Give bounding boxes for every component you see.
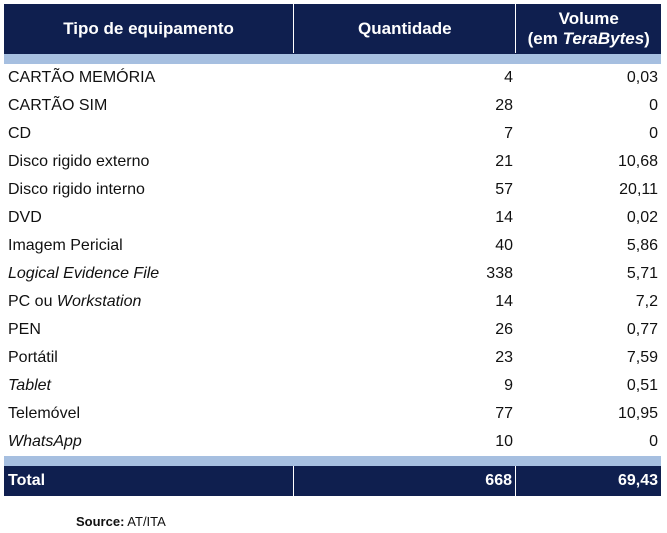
table-row: Disco rigido interno 57 20,11 <box>4 176 661 204</box>
cell-quantidade: 57 <box>495 181 513 198</box>
cell-tipo: PC ou Workstation <box>8 293 142 310</box>
cell-volume: 0,77 <box>626 321 658 338</box>
table-row: Telemóvel 77 10,95 <box>4 400 661 428</box>
cell-tipo: Disco rigido externo <box>8 153 150 170</box>
total-qty: 668 <box>294 466 516 496</box>
total-label: Total <box>4 466 294 496</box>
cell-quantidade: 9 <box>504 377 513 394</box>
table-body: CARTÃO MEMÓRIA 4 0,03 CARTÃO SIM 28 0 CD 7 0 Disc… <box>4 64 661 456</box>
cell-quantidade: 77 <box>495 405 513 422</box>
cell-volume: 5,71 <box>626 265 658 282</box>
table-row: Imagem Pericial 40 5,86 <box>4 232 661 260</box>
cell-quantidade: 338 <box>486 265 513 282</box>
footer-stripe <box>4 456 661 466</box>
cell-tipo: Portátil <box>8 349 58 366</box>
header-volume-line1: Volume <box>558 8 619 28</box>
source-text: AT/ITA <box>124 514 166 529</box>
cell-tipo: Tablet <box>8 377 51 394</box>
header-tipo: Tipo de equipamento <box>4 4 295 53</box>
cell-tipo: Disco rigido interno <box>8 181 145 198</box>
cell-tipo: DVD <box>8 209 42 226</box>
cell-quantidade: 21 <box>495 153 513 170</box>
cell-volume: 7,2 <box>635 293 658 310</box>
cell-volume: 0,03 <box>626 69 658 86</box>
source-label: Source: <box>76 514 125 529</box>
cell-tipo: WhatsApp <box>8 433 82 450</box>
table-row: WhatsApp 10 0 <box>4 428 661 456</box>
table-row: Portátil 23 7,59 <box>4 344 661 372</box>
header-quantidade: Quantidade <box>294 4 517 53</box>
cell-quantidade: 7 <box>504 125 513 142</box>
table-row: Disco rigido externo 21 10,68 <box>4 148 661 176</box>
table-row: Logical Evidence File 338 5,71 <box>4 260 661 288</box>
table-row: PEN 26 0,77 <box>4 316 661 344</box>
cell-quantidade: 23 <box>495 349 513 366</box>
cell-volume: 7,59 <box>626 349 658 366</box>
header-stripe <box>4 54 661 64</box>
equipment-table: Tipo de equipamento Quantidade Volume (e… <box>4 4 661 496</box>
cell-volume: 0,02 <box>626 209 658 226</box>
cell-quantidade: 14 <box>495 209 513 226</box>
cell-volume: 10,95 <box>617 405 658 422</box>
cell-volume: 0,51 <box>626 377 658 394</box>
cell-quantidade: 10 <box>495 433 513 450</box>
cell-tipo: PEN <box>8 321 41 338</box>
cell-volume: 10,68 <box>617 153 658 170</box>
table-row: CARTÃO SIM 28 0 <box>4 92 661 120</box>
cell-quantidade: 40 <box>495 237 513 254</box>
table-row: CARTÃO MEMÓRIA 4 0,03 <box>4 64 661 92</box>
header-volume-line2: (em TeraBytes) <box>527 28 650 48</box>
cell-quantidade: 14 <box>495 293 513 310</box>
cell-quantidade: 26 <box>495 321 513 338</box>
cell-tipo: CARTÃO SIM <box>8 97 108 114</box>
cell-tipo: Imagem Pericial <box>8 237 123 254</box>
header-volume: Volume (em TeraBytes) <box>516 4 661 53</box>
total-row: Total 668 69,43 <box>4 466 661 496</box>
table-row: CD 7 0 <box>4 120 661 148</box>
table-header: Tipo de equipamento Quantidade Volume (e… <box>4 4 661 54</box>
cell-tipo: Telemóvel <box>8 405 81 422</box>
cell-quantidade: 28 <box>495 97 513 114</box>
cell-volume: 5,86 <box>626 237 658 254</box>
table-row: PC ou Workstation 14 7,2 <box>4 288 661 316</box>
cell-tipo: CARTÃO MEMÓRIA <box>8 69 156 86</box>
cell-tipo: Logical Evidence File <box>8 265 160 282</box>
cell-tipo: CD <box>8 125 32 142</box>
table-row: DVD 14 0,02 <box>4 204 661 232</box>
cell-volume: 20,11 <box>619 181 658 198</box>
table-row: Tablet 9 0,51 <box>4 372 661 400</box>
cell-volume: 0 <box>649 125 658 142</box>
source-note: Source: AT/ITA <box>76 514 166 529</box>
cell-volume: 0 <box>649 97 658 114</box>
total-vol: 69,43 <box>617 472 658 489</box>
cell-quantidade: 4 <box>504 69 513 86</box>
cell-volume: 0 <box>649 433 658 450</box>
